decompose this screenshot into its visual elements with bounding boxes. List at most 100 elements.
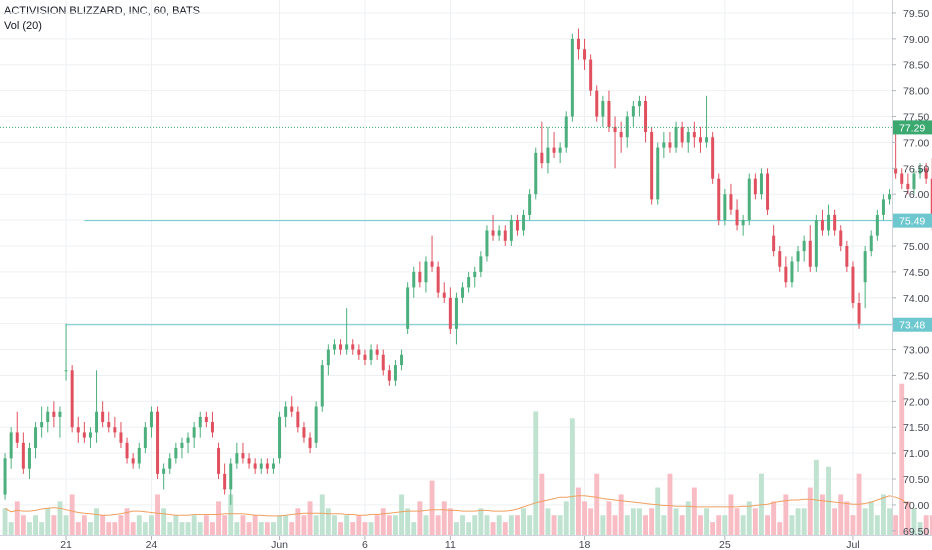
candle-body [393,365,397,381]
candle-body [802,240,806,252]
volume-bar [429,480,435,536]
candle [95,370,99,443]
volume-bar [228,494,234,536]
candle-body [808,240,812,267]
candle [223,463,227,495]
candle-body [15,432,19,443]
candle [448,287,452,335]
candle [271,458,275,474]
candle [625,111,629,148]
volume-bar [20,515,26,536]
candle [778,245,782,272]
candle-body [223,473,227,490]
volume-bar [332,515,337,536]
candle [192,422,196,448]
candle-body [503,230,507,241]
volume-bar [539,473,545,536]
candle [101,401,105,428]
candle [497,225,501,241]
hline-price-badge-bg [893,317,932,332]
volume-bar [618,494,624,536]
volume-bar [923,515,929,536]
hline-price-badge-text: 73.48 [899,320,925,332]
volume-bar [588,508,594,536]
candle-body [143,427,147,448]
candle [888,189,892,205]
volume-bar [88,522,93,536]
candle-body [534,152,538,195]
volume-bar [203,515,209,536]
candle [540,121,544,169]
volume-bar [734,508,740,536]
candle-body [900,173,904,184]
volume-bar [630,508,636,536]
candle-body [589,59,593,91]
candle-body [400,354,404,366]
volume-bar [698,515,703,536]
volume-bar [344,515,350,536]
volume-bar [380,508,386,536]
candle [210,411,214,438]
candle [772,225,776,257]
candle-body [210,422,214,433]
candle [442,282,446,303]
volume-bar [746,501,752,536]
candle [70,365,74,433]
volume-bars [2,383,932,536]
candle-body [131,458,135,464]
candle [412,266,416,298]
candle-body [479,256,483,272]
time-axis[interactable]: 21 24 Jun 6 11 18 25 Jul [60,536,860,550]
candle-body [607,100,611,127]
candle-body [491,230,495,236]
hline-price-badge: 73.48 [893,317,932,332]
volume-bar [813,459,819,536]
volume-bar [441,501,447,536]
candle-body [339,344,343,350]
candle-body [833,214,837,231]
candle [436,261,440,298]
candle-body [271,463,275,469]
volume-bar [874,515,880,536]
candle [186,432,190,454]
candle [339,339,343,355]
volume-bar [234,522,240,536]
candle-body [34,427,38,448]
volume-bar [643,515,648,536]
candle [668,132,672,153]
candle [552,132,556,158]
candle-body [174,447,178,459]
candle-body [9,432,13,459]
candle [796,245,800,272]
candle [290,396,294,417]
volume-bar [679,515,685,536]
candle-body [381,354,385,371]
candle-body [888,194,892,200]
candle-body [113,427,117,433]
candle [485,225,489,262]
candle-body [631,106,635,117]
candle-body [619,132,623,138]
volume-bar [112,522,118,536]
candle [174,442,178,464]
candle-body [881,199,885,215]
candle [686,126,690,153]
candle-body [869,235,873,252]
candle-body [387,370,391,381]
volume-bar [856,473,862,536]
volume-bar [338,522,343,536]
price-axis[interactable]: 69.50 70.00 70.50 71.00 71.50 72.00 72.50 73.00… [892,8,929,538]
candle-body [894,168,898,174]
candle [454,292,458,345]
candle [546,126,550,174]
candle-body [149,411,153,428]
volume-bar [417,501,423,536]
volume-bar [130,522,136,536]
volume-bar [350,522,356,536]
volume-indicator-label[interactable]: Vol (20) [4,20,42,32]
volume-bar [649,508,655,536]
volume-bar [820,494,825,536]
candle [253,458,257,474]
volume-bar [167,522,173,536]
